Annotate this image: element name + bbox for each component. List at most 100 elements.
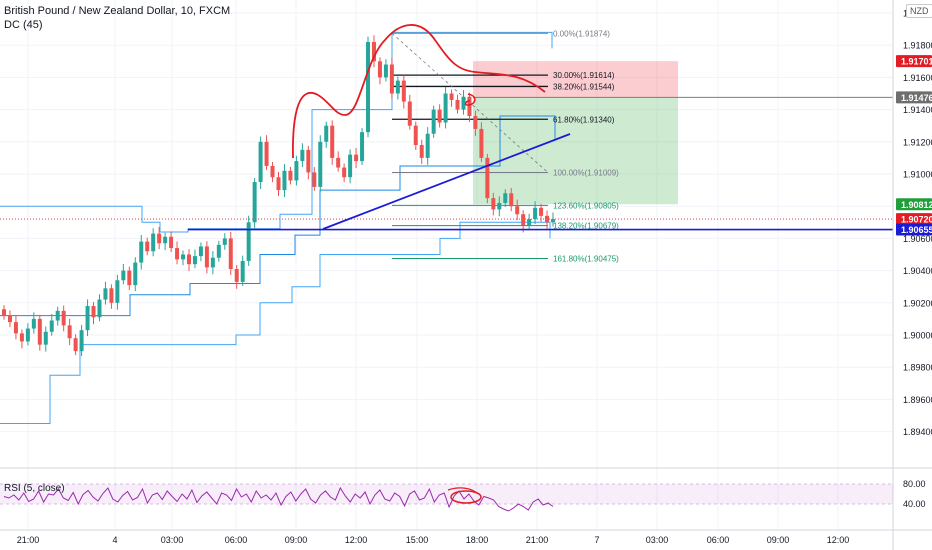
price-tick-label: 1.90400 [903,266,932,276]
fib-label: 161.80%(1.90475) [553,255,619,264]
candle [377,57,382,85]
candle-body [401,80,406,102]
fib-label: 138.20%(1.90679) [553,222,619,231]
candle-body [276,177,281,191]
candle [282,164,287,198]
candle-body [204,246,209,268]
candle [467,92,472,122]
candle [509,188,514,212]
candle [395,76,400,100]
donchian-channel [0,31,556,425]
candle-body [270,165,275,178]
price-tick-label: 1.89800 [903,363,932,373]
trend-line [322,133,571,230]
candle-body [497,202,502,210]
candle [413,121,418,151]
candle [163,232,168,251]
candle-body [318,141,323,187]
rsi-label: RSI (5, close) [4,483,65,494]
candle-body [413,125,418,146]
candle-body [545,215,550,223]
time-tick-label: 06:00 [707,535,730,545]
candle [294,155,299,186]
candle [121,263,126,285]
candle-body [533,207,538,220]
candle [169,231,174,253]
candle-body [521,214,526,226]
candle [449,89,454,107]
candle-body [49,320,54,332]
rsi-pane: 80.00 40.00 [0,479,926,512]
candle [204,241,209,274]
candle-body [336,157,341,168]
candle-body [527,219,532,226]
candle [37,314,42,351]
candle-body [139,241,144,263]
stop-zone [473,61,678,98]
candle [461,90,466,115]
candle-body [330,125,335,158]
time-tick-label: 21:00 [17,535,40,545]
candles [2,35,555,357]
position-tool [0,61,893,220]
candle-body [234,268,239,282]
candle-body [121,270,126,281]
candle-body [371,41,376,62]
time-tick-label: 18:00 [466,535,489,545]
candle [91,301,96,325]
candle-body [252,182,257,223]
time-axis: 21:00 4 03:00 06:00 09:00 12:00 15:00 18:00 21:0… [0,529,932,545]
candle [25,323,30,346]
candle [389,57,394,99]
donchian-upper [0,31,553,233]
candle-body [73,338,78,352]
candle-body [228,238,233,269]
candle-body [258,141,263,183]
candle-body [61,310,66,326]
candle-body [157,233,162,244]
candle-body [103,288,108,300]
candle-body [25,328,30,342]
candle [455,94,460,114]
candle [115,274,120,310]
candle [383,59,388,82]
price-tick-label: 1.90600 [903,234,932,244]
candle [240,255,245,286]
candle [270,161,275,183]
time-tick-label: 21:00 [526,535,549,545]
candle-body [145,241,150,252]
price-tag-label: 1.90655 [901,225,932,235]
price-tag-label: 1.91476 [901,93,932,103]
candle [545,210,550,230]
candle [216,240,221,262]
candle [539,203,544,222]
candle [491,192,496,216]
price-tag-label: 1.91701 [901,57,932,67]
candle-body [151,233,156,252]
time-tick-label: 06:00 [225,535,248,545]
candle [521,210,526,233]
price-tick-label: 1.91400 [903,105,932,115]
candle [85,299,90,337]
candle [97,294,102,322]
candle-body [377,61,382,78]
candle-body [67,325,72,339]
candle [258,136,263,189]
candle [222,233,227,250]
candle [300,143,305,168]
candle [61,305,66,332]
candle [503,189,508,208]
price-tick-label: 1.91200 [903,137,932,147]
candle [330,120,335,165]
fib-label: 0.00%(1.91874) [553,29,610,38]
candle [19,329,24,349]
price-tick-label: 1.91800 [903,41,932,51]
candle-body [169,236,174,249]
candle [533,201,538,225]
fib-label: 30.00%(1.91614) [553,71,615,80]
currency-badge[interactable]: NZD [906,4,932,18]
candle-body [419,145,424,158]
candle-body [2,309,6,316]
